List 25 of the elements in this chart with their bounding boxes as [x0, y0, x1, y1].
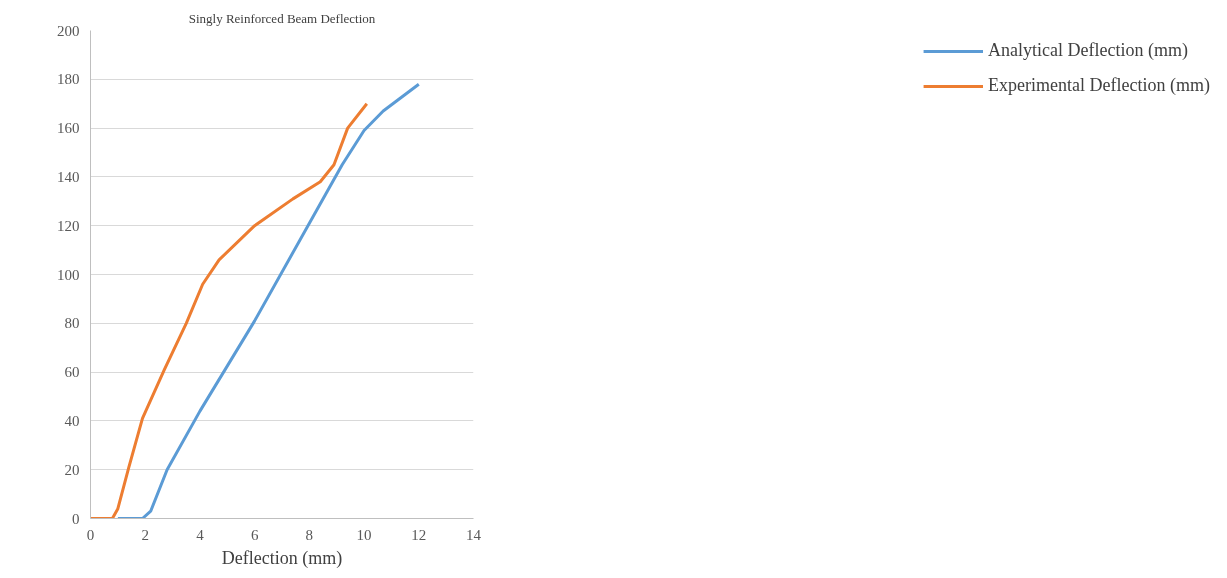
y-tick-label: 40	[64, 412, 80, 429]
line-series	[116, 82, 421, 519]
x-tick-label: 0	[86, 526, 95, 543]
y-tick-label: 180	[57, 71, 80, 88]
y-tick-label: 140	[57, 168, 80, 185]
x-tick-label: 2	[141, 526, 149, 543]
y-tick-label: 200	[57, 22, 80, 39]
y-tick-label: 20	[64, 461, 80, 478]
line-series	[90, 102, 369, 519]
y-tick-label: 100	[57, 266, 80, 283]
x-axis-title: Deflection (mm)	[221, 547, 343, 569]
legend-label: Experimental Deflection (mm)	[988, 75, 1210, 96]
chart-title: Singly Reinforced Beam Deflection	[188, 10, 376, 26]
x-tick-label: 14	[466, 526, 482, 543]
x-tick-label: 6	[250, 526, 259, 543]
y-tick-label: 80	[64, 315, 80, 332]
y-tick-label: 160	[57, 120, 80, 137]
x-tick-label: 4	[196, 526, 205, 543]
y-tick-label: 0	[72, 510, 80, 527]
x-tick-label: 10	[356, 526, 372, 543]
legend-label: Analytical Deflection (mm)	[988, 40, 1189, 61]
x-tick-label: 12	[411, 526, 427, 543]
x-tick-label: 8	[305, 526, 314, 543]
y-tick-label: 120	[57, 217, 80, 234]
y-tick-label: 60	[64, 364, 80, 381]
